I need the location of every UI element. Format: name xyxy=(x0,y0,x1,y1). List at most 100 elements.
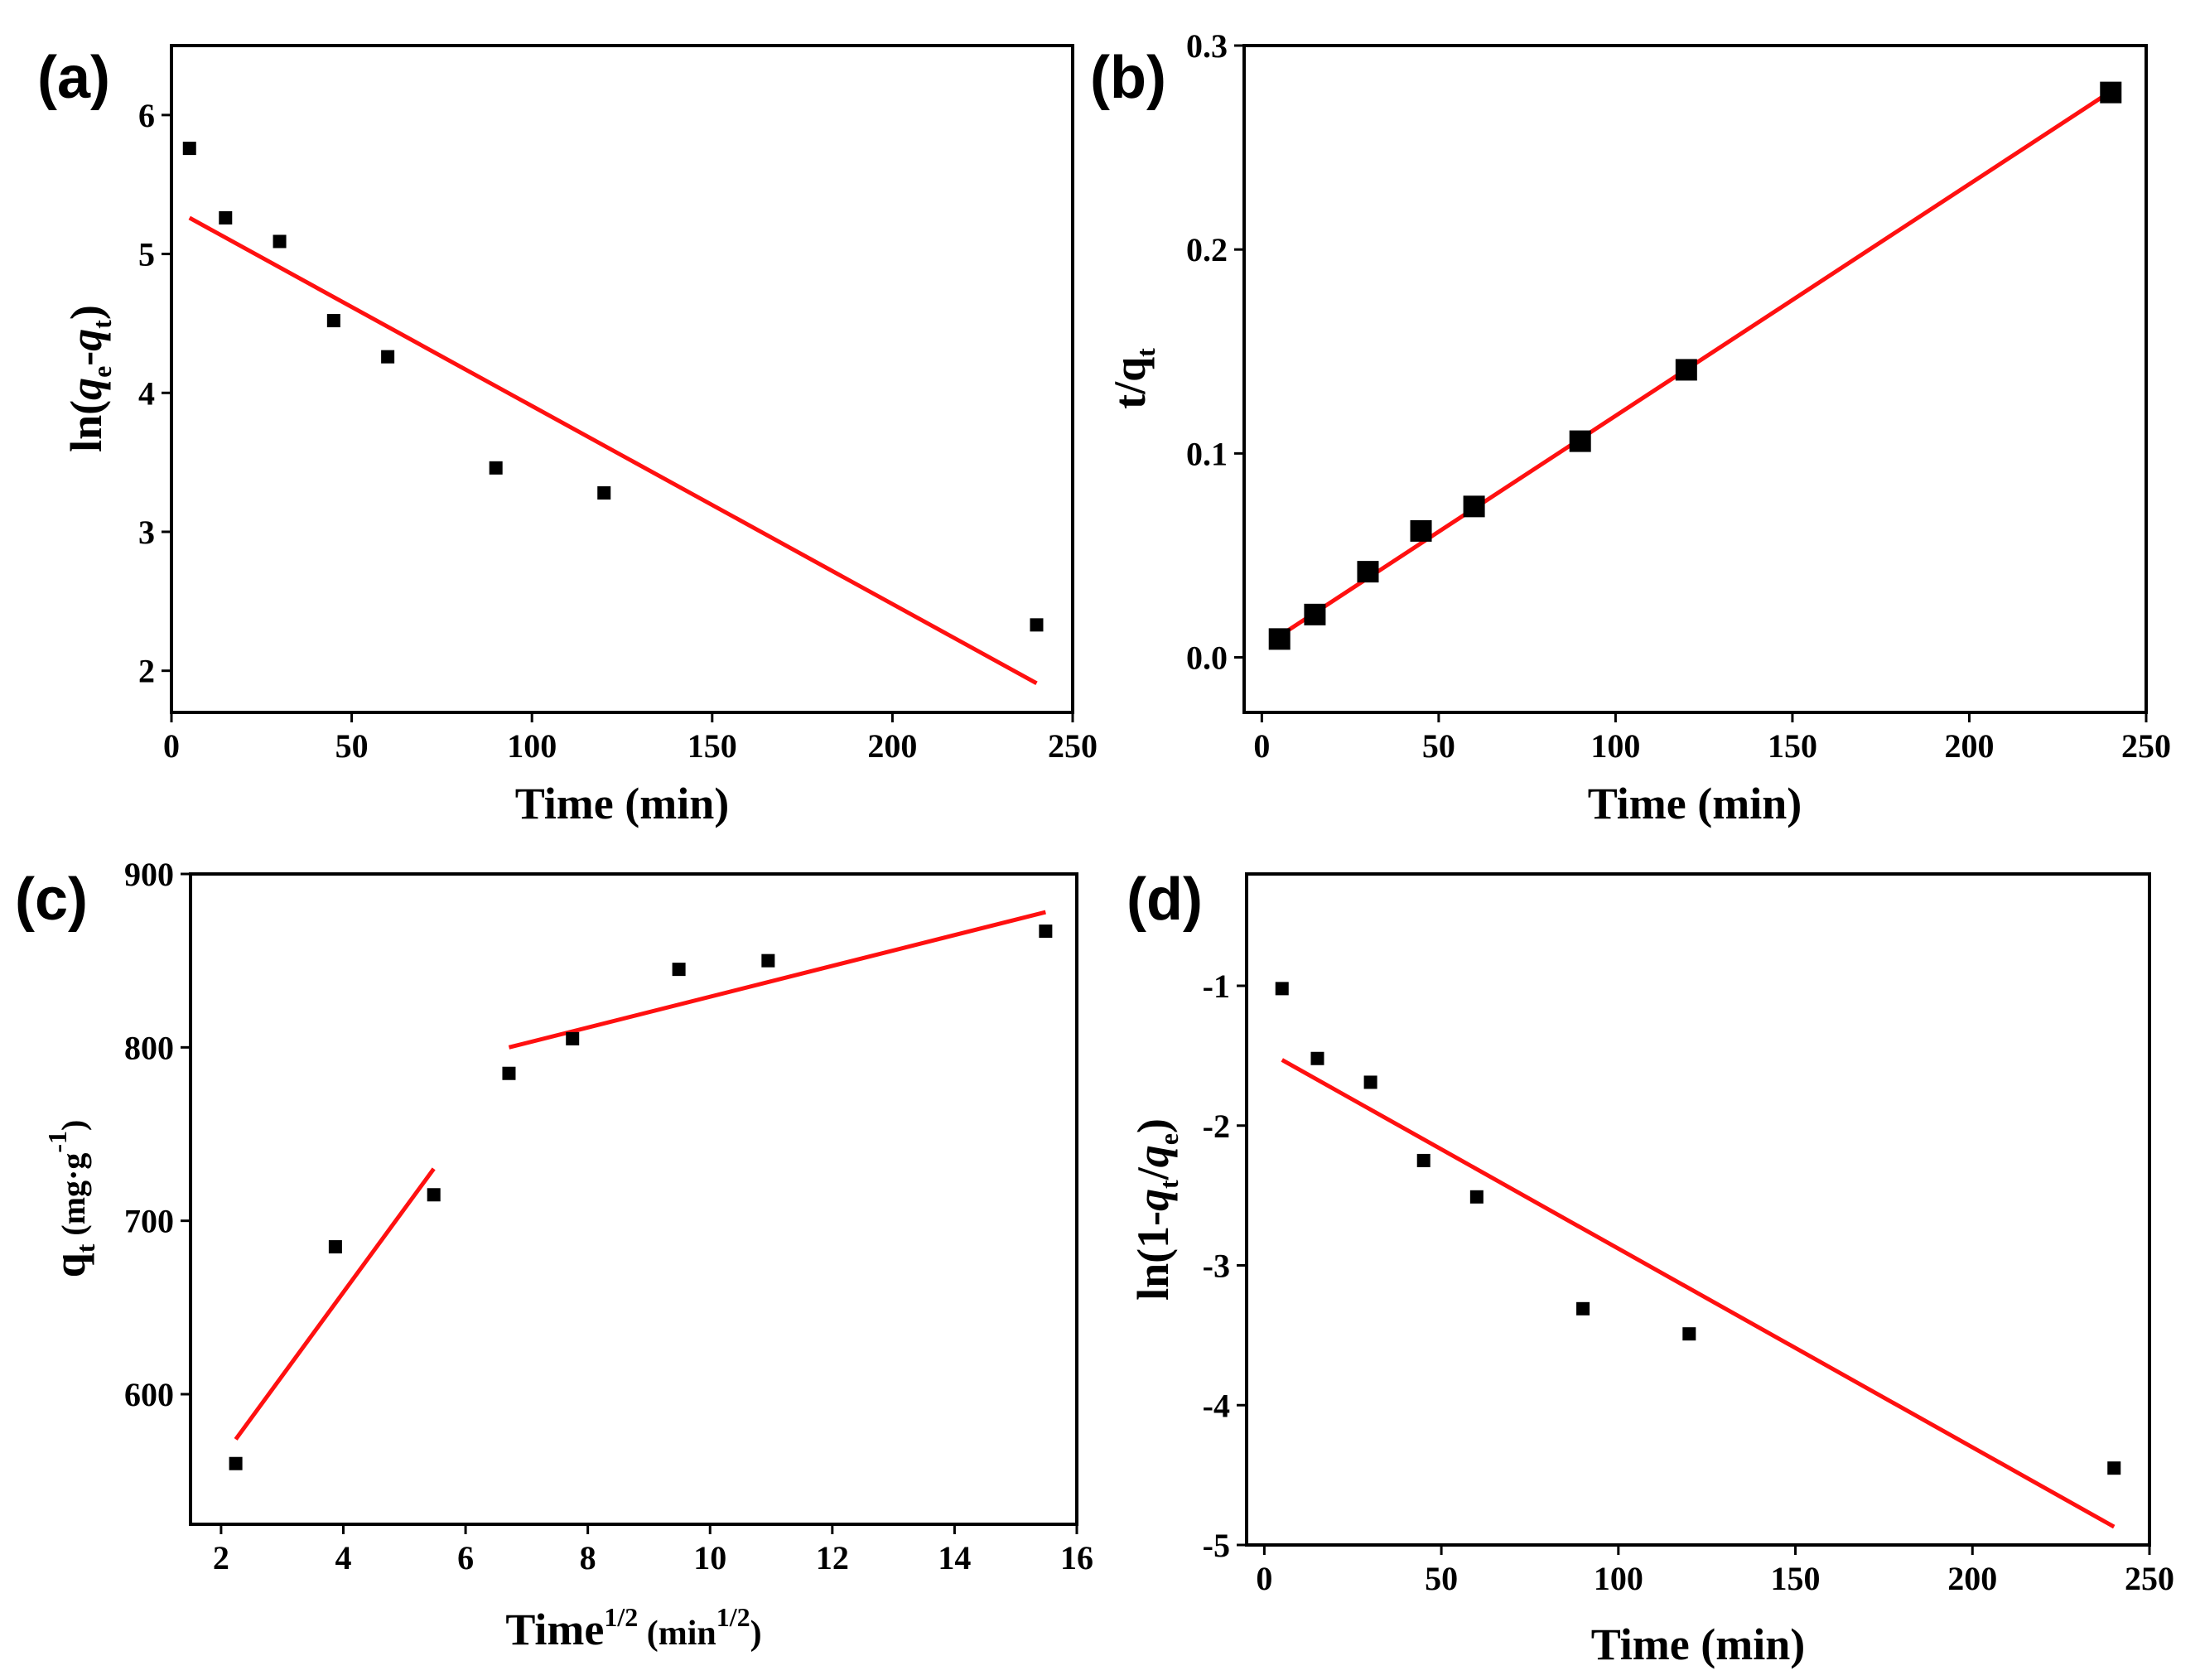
y-axis-title: qt (mg·g-1) xyxy=(42,1120,100,1278)
xlabel-part: ) xyxy=(750,1615,762,1653)
x-tick-label: 14 xyxy=(938,1539,971,1576)
ylabel-part: e xyxy=(87,366,117,378)
data-point xyxy=(566,1031,580,1045)
x-tick-label: 50 xyxy=(1425,1560,1458,1597)
x-tick-label: 150 xyxy=(1771,1560,1821,1597)
plot-marks xyxy=(182,142,1044,685)
y-ticks: 0.0 0.1 0.2 0.3 xyxy=(1186,27,1244,677)
fit-line xyxy=(188,215,1038,685)
plot-marks xyxy=(1268,81,2122,650)
y-tick-label: 700 xyxy=(124,1203,174,1240)
x-tick-label: 2 xyxy=(213,1539,229,1576)
ylabel-part: q xyxy=(1128,1145,1178,1167)
xlabel-part: 1/2 xyxy=(604,1602,638,1632)
x-tick-label: 100 xyxy=(1590,727,1640,765)
x-tick-label: 250 xyxy=(2125,1560,2174,1597)
data-point xyxy=(1569,430,1591,452)
data-point xyxy=(2107,1461,2121,1475)
x-tick-label: 100 xyxy=(1594,1560,1643,1597)
x-axis-title: Time (min) xyxy=(1588,779,1802,828)
x-axis-title: Time (min) xyxy=(1591,1620,1805,1669)
xlabel-part: (min xyxy=(638,1615,716,1653)
data-point xyxy=(1030,618,1044,632)
data-point xyxy=(427,1188,441,1202)
panel-b: (b) 0 50 100 150 200 250 0.0 0.1 0.2 0.3 Time (m… xyxy=(1090,27,2171,828)
panel-label: (d) xyxy=(1127,867,1203,933)
x-tick-label: 250 xyxy=(1048,727,1098,765)
data-point xyxy=(1416,1153,1430,1167)
y-tick-label: 0.2 xyxy=(1186,231,1228,268)
fit-line xyxy=(508,910,1046,1050)
y-tick-label: 0.3 xyxy=(1186,27,1228,65)
y-tick-label: -2 xyxy=(1203,1108,1230,1145)
x-ticks: 0 50 100 150 200 250 xyxy=(163,712,1098,765)
x-tick-label: 250 xyxy=(2121,727,2171,765)
x-tick-label: 0 xyxy=(1253,727,1270,765)
x-tick-label: 200 xyxy=(1944,727,1994,765)
data-point xyxy=(489,461,503,475)
x-axis-title: Time1/2 (min1/2) xyxy=(505,1602,761,1654)
data-point xyxy=(1310,1051,1324,1065)
data-point xyxy=(273,234,287,249)
y-tick-label: 0.1 xyxy=(1186,435,1228,472)
plot-marks xyxy=(229,910,1053,1470)
data-point xyxy=(1682,1327,1696,1341)
fit-line xyxy=(1281,1058,2116,1529)
data-point xyxy=(229,1456,243,1470)
y-tick-label: 3 xyxy=(138,514,155,551)
data-point xyxy=(1039,924,1053,939)
y-tick-label: -3 xyxy=(1203,1248,1230,1285)
ylabel-part: t xyxy=(1154,1180,1184,1189)
x-tick-label: 150 xyxy=(688,727,737,765)
plot-marks xyxy=(1275,982,2121,1529)
y-tick-label: 4 xyxy=(138,374,155,412)
ylabel-part: -1 xyxy=(42,1131,72,1153)
x-tick-label: 200 xyxy=(867,727,917,765)
x-ticks: 2 4 6 8 10 12 14 16 xyxy=(213,1524,1093,1576)
ylabel-part: ln(1- xyxy=(1128,1211,1178,1301)
x-ticks: 0 50 100 150 200 250 xyxy=(1253,712,2171,765)
plot-frame xyxy=(1242,44,2148,714)
ylabel-part: (mg·g xyxy=(55,1153,92,1244)
panel-label: (c) xyxy=(15,867,88,933)
x-tick-label: 16 xyxy=(1060,1539,1093,1576)
data-point xyxy=(1675,359,1697,381)
y-tick-label: 0.0 xyxy=(1186,640,1228,677)
ylabel-part: - xyxy=(61,351,111,366)
y-axis-title: ln(1-qt/qe) xyxy=(1128,1118,1184,1301)
y-tick-label: 800 xyxy=(124,1029,174,1066)
x-ticks: 0 50 100 150 200 250 xyxy=(1256,1545,2174,1597)
x-tick-label: 50 xyxy=(1422,727,1455,765)
ylabel-part: q xyxy=(45,1253,94,1277)
data-point xyxy=(672,963,686,977)
y-tick-label: 2 xyxy=(138,653,155,690)
x-tick-label: 100 xyxy=(507,727,557,765)
data-point xyxy=(1357,561,1379,583)
ylabel-part: q xyxy=(61,378,111,400)
y-axis-title: t/qt xyxy=(1105,348,1160,409)
data-point xyxy=(381,350,395,364)
panel-a: (a) 0 50 100 150 200 250 2 3 4 5 6 Time (min) ln(… xyxy=(37,44,1098,828)
y-tick-label: -4 xyxy=(1203,1387,1230,1424)
ylabel-part: t xyxy=(87,320,117,329)
x-tick-label: 50 xyxy=(335,727,369,765)
fit-line xyxy=(234,1167,436,1441)
ylabel-part: ln( xyxy=(61,400,111,452)
data-point xyxy=(219,210,233,224)
data-point xyxy=(328,1240,342,1254)
y-tick-label: 900 xyxy=(124,856,174,893)
ylabel-part: q xyxy=(61,329,111,351)
y-tick-label: 6 xyxy=(138,97,155,134)
x-tick-label: 0 xyxy=(163,727,180,765)
data-point xyxy=(597,486,611,500)
x-tick-label: 12 xyxy=(816,1539,849,1576)
x-tick-label: 150 xyxy=(1768,727,1817,765)
xlabel-part: 1/2 xyxy=(716,1602,750,1632)
data-point xyxy=(182,142,196,156)
ylabel-part: ) xyxy=(55,1120,92,1131)
ylabel-part: t/q xyxy=(1105,357,1155,409)
data-point xyxy=(1463,495,1485,518)
ylabel-part: t xyxy=(1131,348,1160,357)
y-ticks: 2 3 4 5 6 xyxy=(138,97,171,690)
